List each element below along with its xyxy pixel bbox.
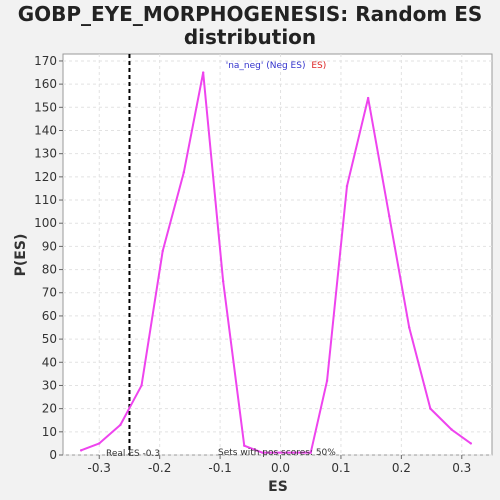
data-point: [429, 407, 432, 410]
y-tick-label: 60: [42, 309, 57, 323]
data-point: [221, 279, 225, 283]
y-tick-label: 90: [42, 239, 57, 253]
plot-area: [62, 53, 493, 456]
y-tick-label: 170: [34, 54, 57, 68]
x-tick-label: 0.3: [452, 461, 471, 475]
y-axis-label: P(ES): [13, 234, 29, 277]
y-tick-label: 130: [34, 147, 57, 161]
y-axis-ticks: 0 10 20 30 40 50 60 70 80 90 100 110 120 130 140 150 160…: [34, 54, 63, 462]
y-tick-label: 100: [34, 216, 57, 230]
x-tick-label: -0.1: [208, 461, 231, 475]
x-tick-label: -0.3: [88, 461, 111, 475]
y-tick-label: 160: [34, 77, 57, 91]
y-tick-label: 40: [42, 355, 57, 369]
y-tick-label: 0: [49, 448, 57, 462]
y-tick-label: 80: [42, 263, 57, 277]
x-axis-ticks: -0.3 -0.2 -0.1 0.0 0.1 0.2 0.3: [88, 455, 471, 475]
pos-scores-annotation: Sets with pos scores: 50%: [218, 448, 336, 458]
y-tick-label: 50: [42, 332, 57, 346]
data-point: [201, 71, 205, 74]
data-point: [79, 449, 83, 452]
data-point: [140, 384, 143, 387]
y-tick-label: 20: [42, 402, 57, 416]
data-point: [161, 249, 164, 253]
legend-neg-es: 'na_neg' (Neg ES): [226, 61, 306, 71]
y-tick-label: 140: [34, 123, 57, 137]
data-point: [469, 442, 473, 445]
data-point: [98, 442, 101, 445]
x-tick-label: 0.2: [392, 461, 411, 475]
real-es-label: Real ES -0.3: [106, 449, 160, 459]
data-point: [345, 184, 349, 188]
chart-title-line1: GOBP_EYE_MORPHOGENESIS: Random ES: [18, 2, 483, 26]
y-tick-label: 10: [42, 425, 57, 439]
y-tick-label: 150: [34, 100, 57, 114]
chart-title-line2: distribution: [184, 25, 316, 49]
x-tick-label: -0.2: [148, 461, 171, 475]
x-axis-label: ES: [268, 479, 288, 495]
y-tick-label: 30: [42, 378, 57, 392]
data-point: [408, 326, 411, 329]
y-tick-label: 70: [42, 286, 57, 300]
data-point: [182, 171, 186, 174]
legend-es: ES): [311, 61, 326, 71]
series-layer: [79, 71, 473, 454]
x-tick-label: 0.0: [271, 461, 290, 475]
data-point: [450, 428, 453, 431]
y-tick-label: 110: [34, 193, 57, 207]
data-point: [261, 451, 264, 454]
data-point: [388, 215, 391, 218]
data-point: [119, 423, 122, 427]
data-point: [366, 96, 370, 100]
data-point: [243, 444, 246, 447]
y-tick-label: 120: [34, 170, 57, 184]
x-tick-label: 0.1: [331, 461, 350, 475]
legend-label: 'na_neg' (Neg ES) ES): [226, 61, 327, 71]
data-point: [309, 451, 312, 454]
data-point: [325, 379, 329, 383]
